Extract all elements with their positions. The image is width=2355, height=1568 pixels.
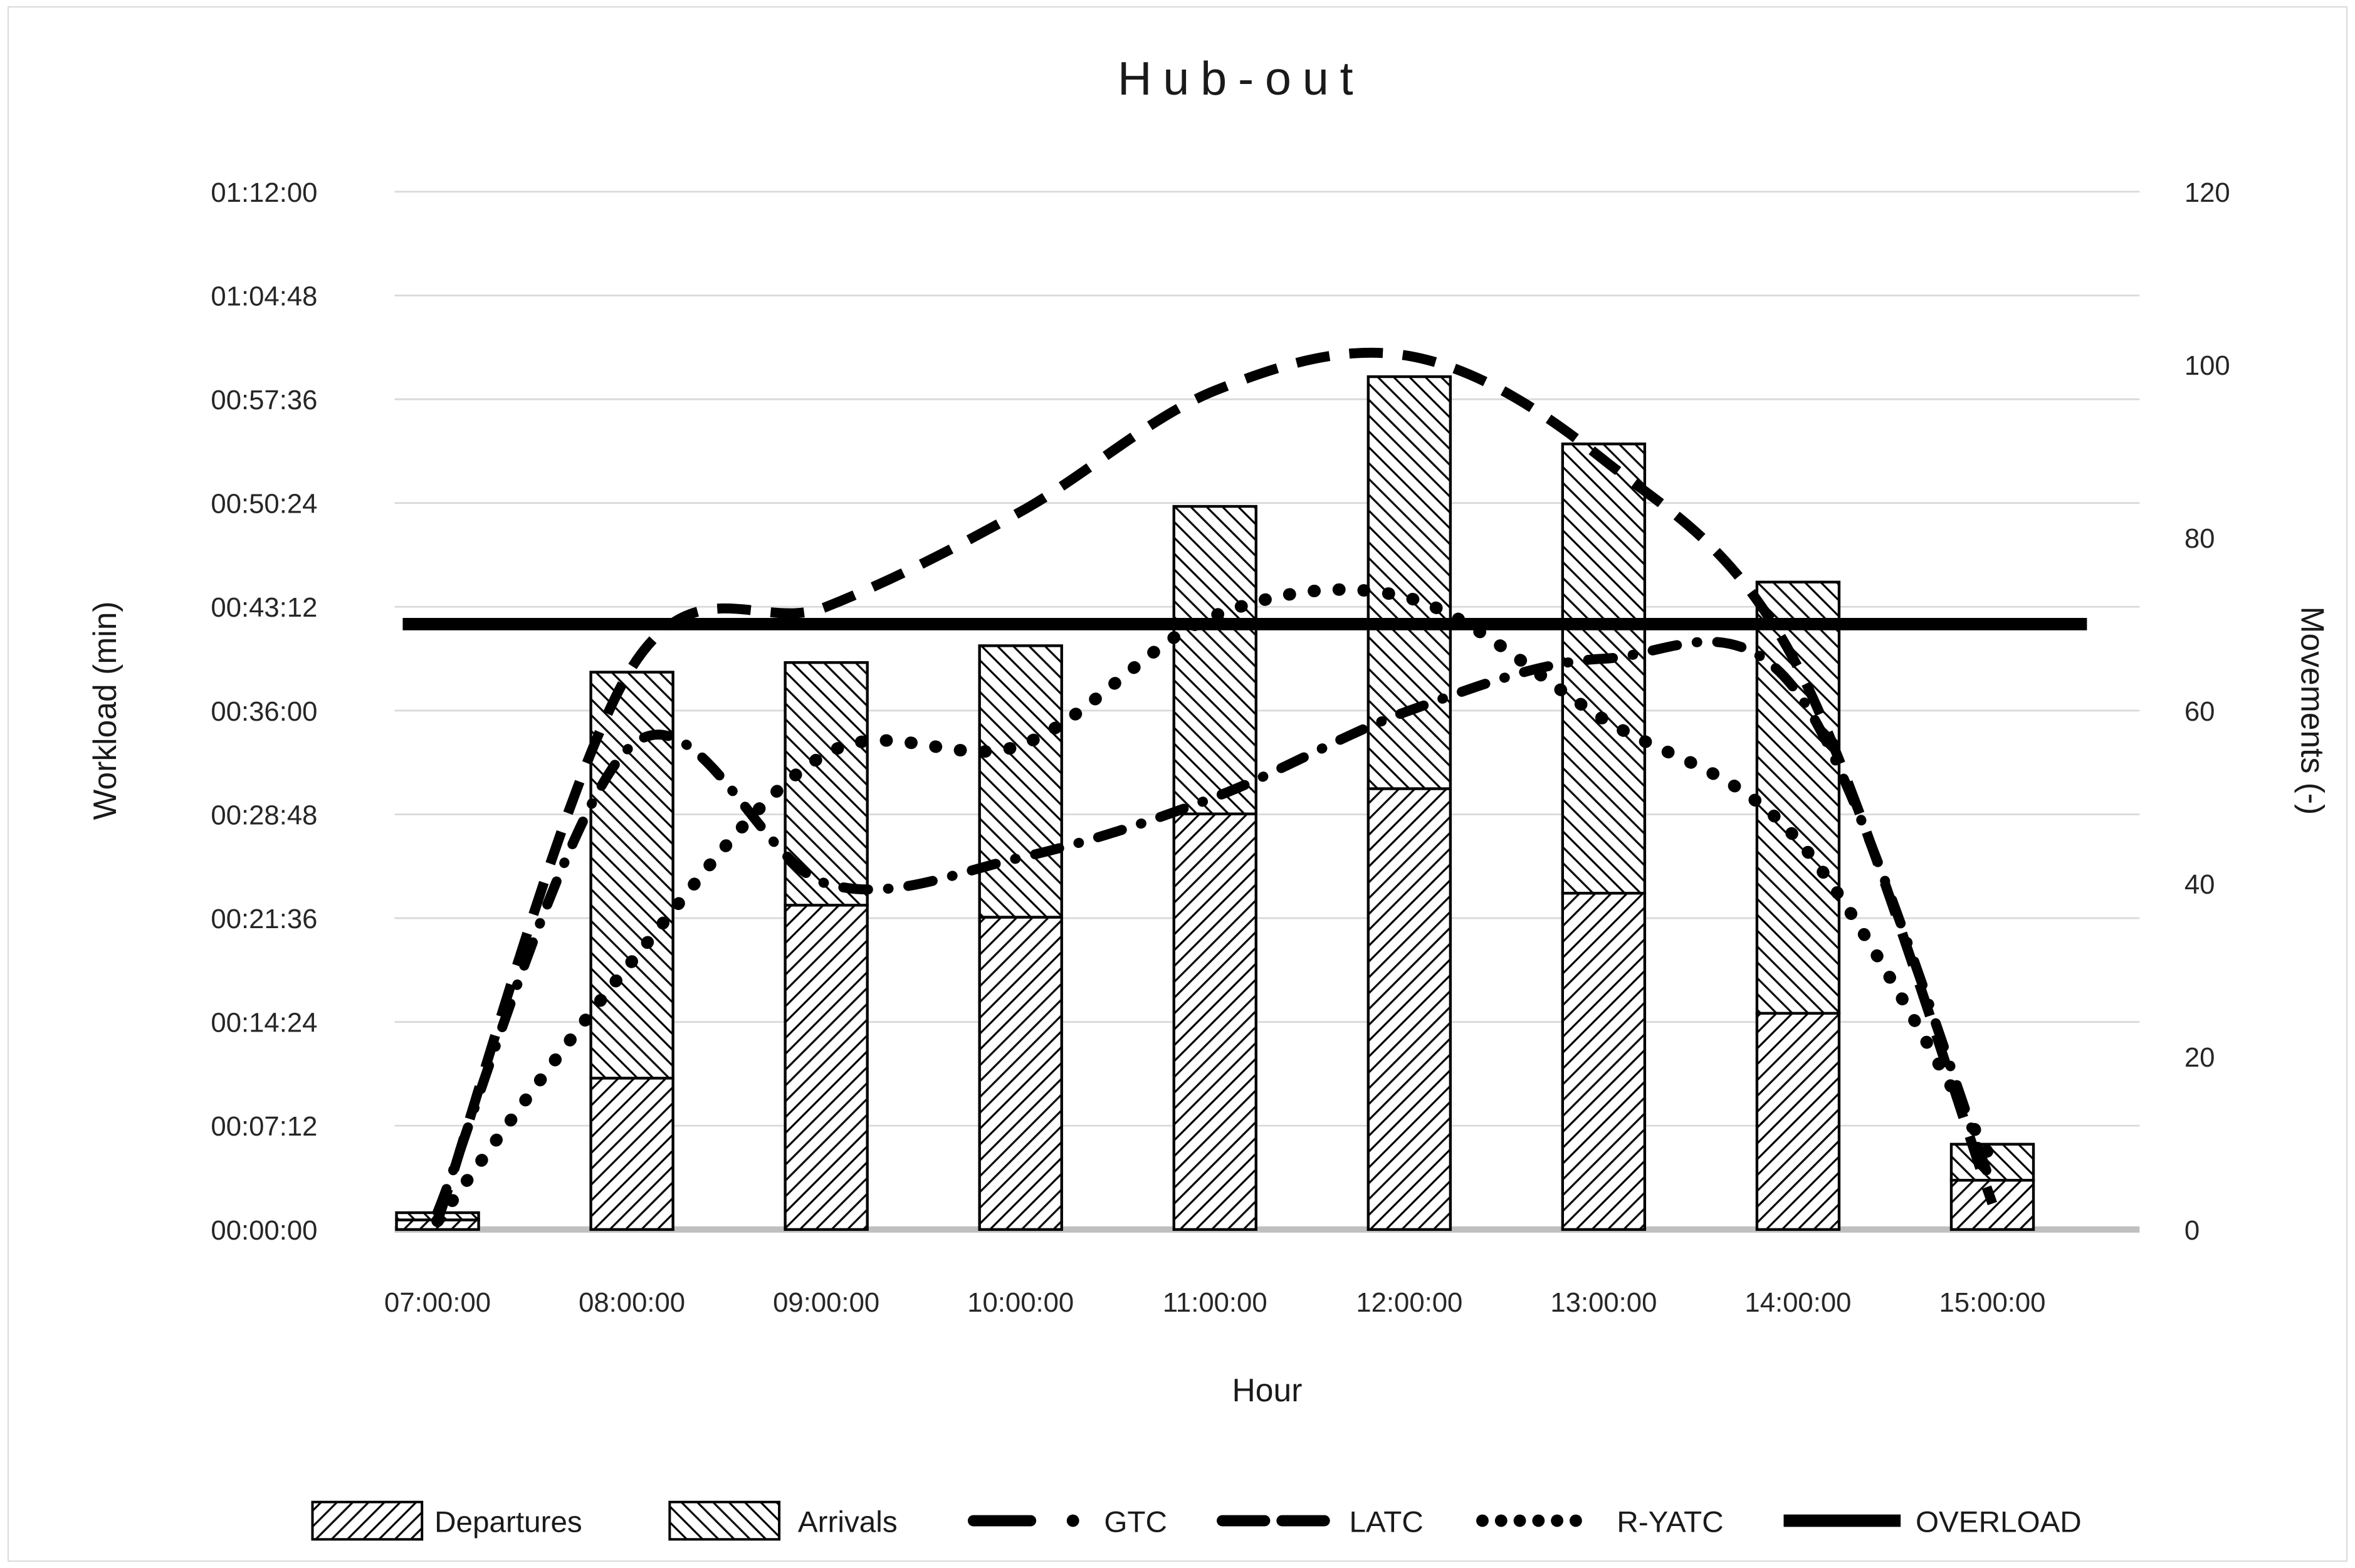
legend: Departures Arrivals GTC LATC R-YATC OVERLOAD (311, 1500, 2082, 1541)
bar-departures-15:00:00 (1949, 1179, 2035, 1231)
x-tick-label: 13:00:00 (1550, 1287, 1657, 1318)
bar-departures-14:00:00 (1755, 1011, 1841, 1231)
legend-swatch-ryatc (1494, 1514, 1508, 1527)
bar-arrivals-12:00:00 (1366, 375, 1452, 790)
bar-departures-08:00:00 (589, 1077, 674, 1231)
x-tick-label: 15:00:00 (1939, 1287, 2045, 1318)
y-axis-left-title: Workload (min) (87, 601, 123, 820)
x-axis-title: Hour (1232, 1372, 1303, 1408)
legend-swatch-ryatc (1569, 1514, 1582, 1527)
legend-swatch-departures (311, 1500, 424, 1541)
hub-out-chart: Hub-out Workload (min) Movements (-) Hou… (87, 52, 2331, 1541)
bar-arrivals-13:00:00 (1561, 442, 1647, 895)
bar-arrivals-14:00:00 (1755, 580, 1841, 1015)
y-left-tick-label: 00:07:12 (211, 1111, 317, 1142)
x-tick-label: 14:00:00 (1744, 1287, 1851, 1318)
y-axis-right-title: Movements (-) (2295, 607, 2331, 815)
x-tick-label: 09:00:00 (773, 1287, 879, 1318)
legend-item-departures: Departures (311, 1500, 582, 1541)
legend-label-latc: LATC (1350, 1505, 1424, 1539)
y-left-tick-label: 00:50:24 (211, 489, 317, 520)
legend-swatch-arrivals (668, 1500, 781, 1541)
legend-swatch-ryatc (1551, 1514, 1564, 1527)
y-right-tick-label: 80 (2185, 523, 2215, 554)
line-latc (433, 347, 1997, 1223)
y-right-tick-label: 40 (2185, 869, 2215, 900)
x-tick-label: 11:00:00 (1163, 1287, 1267, 1318)
bar-arrivals-08:00:00 (589, 671, 674, 1080)
y-left-tick-label: 00:28:48 (211, 800, 317, 830)
y-right-tick-label: 120 (2185, 177, 2230, 208)
y-left-tick-label: 01:12:00 (211, 177, 317, 208)
y-left-tick-label: 00:57:36 (211, 385, 317, 416)
legend-item-ryatc: R-YATC (1476, 1505, 1724, 1539)
y-left-tick-label: 00:14:24 (211, 1008, 317, 1038)
bar-arrivals-11:00:00 (1172, 504, 1257, 815)
y-left-tick-label: 00:21:36 (211, 904, 317, 934)
legend-label-arrivals: Arrivals (798, 1505, 898, 1539)
bar-arrivals-10:00:00 (978, 644, 1063, 919)
legend-swatch-ryatc (1476, 1514, 1489, 1527)
chart-frame: Hub-out Workload (min) Movements (-) Hou… (8, 6, 2347, 1562)
y-left-tick-label: 00:43:12 (211, 592, 317, 623)
bar-departures-11:00:00 (1172, 812, 1257, 1231)
bar-departures-10:00:00 (978, 916, 1063, 1231)
legend-swatch-dot-gtc (1066, 1514, 1079, 1527)
plot-area: 00:00:00 00:07:12 00:14:24 00:21:36 00:28:48… (211, 177, 2230, 1318)
x-tick-label: 08:00:00 (579, 1287, 685, 1318)
legend-label-ryatc: R-YATC (1617, 1505, 1723, 1539)
legend-item-latc: LATC (1217, 1505, 1424, 1539)
legend-item-arrivals: Arrivals (668, 1500, 898, 1541)
legend-label-overload: OVERLOAD (1916, 1505, 2082, 1539)
bar-departures-12:00:00 (1366, 787, 1452, 1231)
y-right-tick-label: 60 (2185, 696, 2215, 727)
chart-title: Hub-out (1118, 52, 1364, 105)
y-left-tick-label: 01:04:48 (211, 281, 317, 311)
line-r-yatc (431, 583, 1999, 1228)
legend-label-gtc: GTC (1104, 1505, 1167, 1539)
bar-departures-09:00:00 (784, 904, 869, 1231)
legend-item-gtc: GTC (967, 1505, 1167, 1539)
y-right-tick-label: 0 (2185, 1215, 2200, 1246)
legend-item-overload: OVERLOAD (1783, 1505, 2082, 1539)
y-right-tick-label: 100 (2185, 350, 2230, 381)
y-right-tick-label: 20 (2185, 1042, 2215, 1073)
bar-departures-13:00:00 (1561, 892, 1647, 1231)
legend-swatch-ryatc (1513, 1514, 1526, 1527)
x-tick-label: 07:00:00 (384, 1287, 491, 1318)
x-tick-label: 12:00:00 (1356, 1287, 1462, 1318)
x-tick-label: 10:00:00 (967, 1287, 1074, 1318)
y-left-tick-label: 00:36:00 (211, 696, 317, 727)
y-left-tick-label: 00:00:00 (211, 1215, 317, 1246)
legend-label-departures: Departures (434, 1505, 582, 1539)
legend-swatch-ryatc (1532, 1514, 1545, 1527)
